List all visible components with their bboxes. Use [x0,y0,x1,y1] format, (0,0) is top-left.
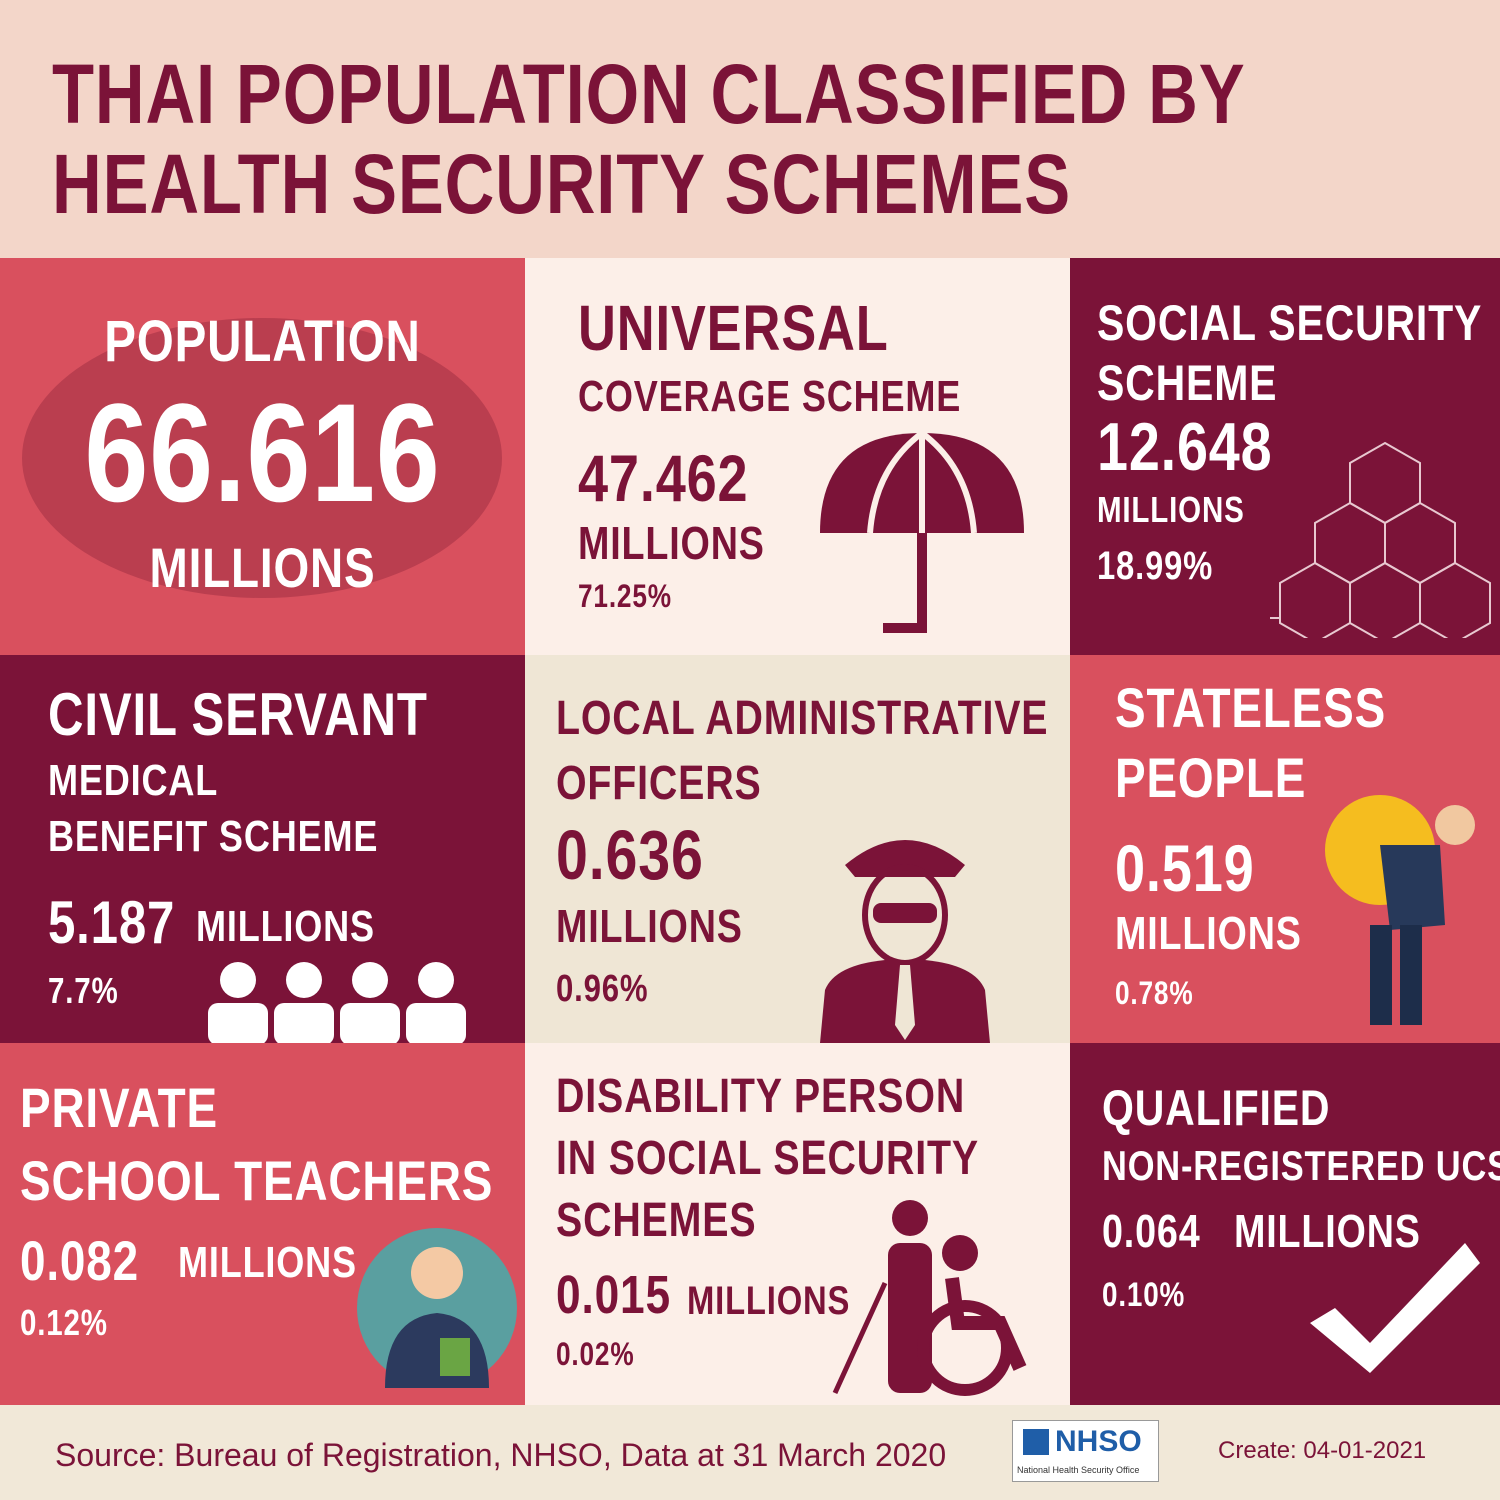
cell-value: 0.015 [556,1265,671,1325]
cell-unit: MILLIONS [178,1238,357,1287]
cell-percent: 71.25% [578,578,672,614]
cell-heading: STATELESS [1115,676,1387,739]
cell-local-admin: LOCAL ADMINISTRATIVE OFFICERS 0.636 MILL… [525,655,1070,1043]
cell-value: 0.082 [20,1229,140,1292]
cell-unit: MILLIONS [1097,489,1245,530]
cell-value: 47.462 [578,441,749,515]
cell-unit: MILLIONS [149,536,376,599]
created-date: Create: 04-01-2021 [1218,1437,1427,1464]
cell-value: 12.648 [1097,409,1273,485]
cell-percent: 0.12% [20,1302,108,1343]
cell-heading: POPULATION [104,309,421,374]
source-text: Source: Bureau of Registration, NHSO, Da… [55,1437,947,1473]
cell-value: 0.064 [1102,1205,1201,1257]
stateless-icon [1325,795,1475,1025]
cell-percent: 18.99% [1097,544,1214,588]
cell-unit: MILLIONS [687,1279,851,1323]
cell-population: POPULATION 66.616 MILLIONS [0,258,525,655]
cell-heading: OFFICERS [556,757,762,810]
cell-heading: BENEFIT SCHEME [48,812,379,861]
cell-heading: LOCAL ADMINISTRATIVE [556,692,1049,745]
cell-percent: 0.78% [1115,975,1194,1011]
cell-unit: MILLIONS [1234,1205,1421,1257]
cell-private-teachers: PRIVATE SCHOOL TEACHERS 0.082 MILLIONS 0… [0,1043,525,1405]
logo-caption: National Health Security Office [1017,1465,1140,1475]
logo-text: NHSO [1055,1425,1142,1458]
check-icon [1310,1243,1480,1373]
crowd-icon [22,318,502,598]
cell-heading: SCHOOL TEACHERS [20,1149,494,1212]
cell-heading: PRIVATE [20,1076,218,1139]
cell-percent: 0.96% [556,968,649,1010]
cell-qualified: QUALIFIED NON-REGISTERED UCS 0.064 MILLI… [1070,1043,1500,1405]
cell-value: 0.636 [556,816,704,894]
cell-unit: MILLIONS [196,902,375,951]
cell-heading: SCHEMES [556,1194,757,1247]
cell-heading: DISABILITY PERSON [556,1070,966,1123]
hexagon-icons [1270,441,1491,638]
cell-unit: MILLIONS [556,900,743,952]
cell-heading: COVERAGE SCHEME [578,372,962,421]
disability-icon [832,1200,1027,1396]
nhso-logo: NHSO National Health Security Office [1012,1420,1159,1482]
cell-heading: MEDICAL [48,756,219,805]
cell-civil-servant: CIVIL SERVANT MEDICAL BENEFIT SCHEME 5.1… [0,655,525,1043]
cell-stateless: STATELESS PEOPLE 0.519 MILLIONS 0.78% [1070,655,1500,1043]
footer: Source: Bureau of Registration, NHSO, Da… [0,1405,1500,1500]
cell-universal: UNIVERSAL COVERAGE SCHEME 47.462 MILLION… [525,258,1070,655]
cell-percent: 0.10% [1102,1276,1186,1314]
cell-heading: CIVIL SERVANT [48,681,428,748]
cell-value: 5.187 [48,889,176,956]
cell-heading: SOCIAL SECURITY [1097,295,1483,351]
officer-icon [820,840,990,1043]
cell-heading: PEOPLE [1115,746,1307,809]
cell-value: 66.616 [84,374,441,531]
cell-value: 0.519 [1115,831,1255,905]
umbrella-icon [820,430,1024,633]
cell-social-security: SOCIAL SECURITY SCHEME 12.648 MILLIONS 1… [1070,258,1500,655]
title-line: HEALTH SECURITY SCHEMES [52,137,1072,231]
cell-percent: 7.7% [48,970,119,1011]
cell-unit: MILLIONS [1115,907,1302,959]
cell-heading: SCHEME [1097,355,1278,411]
title-line: THAI POPULATION CLASSIFIED BY [52,47,1246,141]
cell-percent: 0.02% [556,1336,635,1372]
cell-disability: DISABILITY PERSON IN SOCIAL SECURITY SCH… [525,1043,1070,1405]
cell-unit: MILLIONS [578,517,765,569]
cell-heading: NON-REGISTERED UCS [1102,1142,1500,1189]
cell-heading: QUALIFIED [1102,1080,1331,1136]
logo-cross [1023,1429,1049,1455]
teacher-icon [357,1228,517,1388]
cell-heading: UNIVERSAL [578,292,889,364]
cell-heading: IN SOCIAL SECURITY [556,1132,979,1185]
staff-icons [208,962,466,1043]
